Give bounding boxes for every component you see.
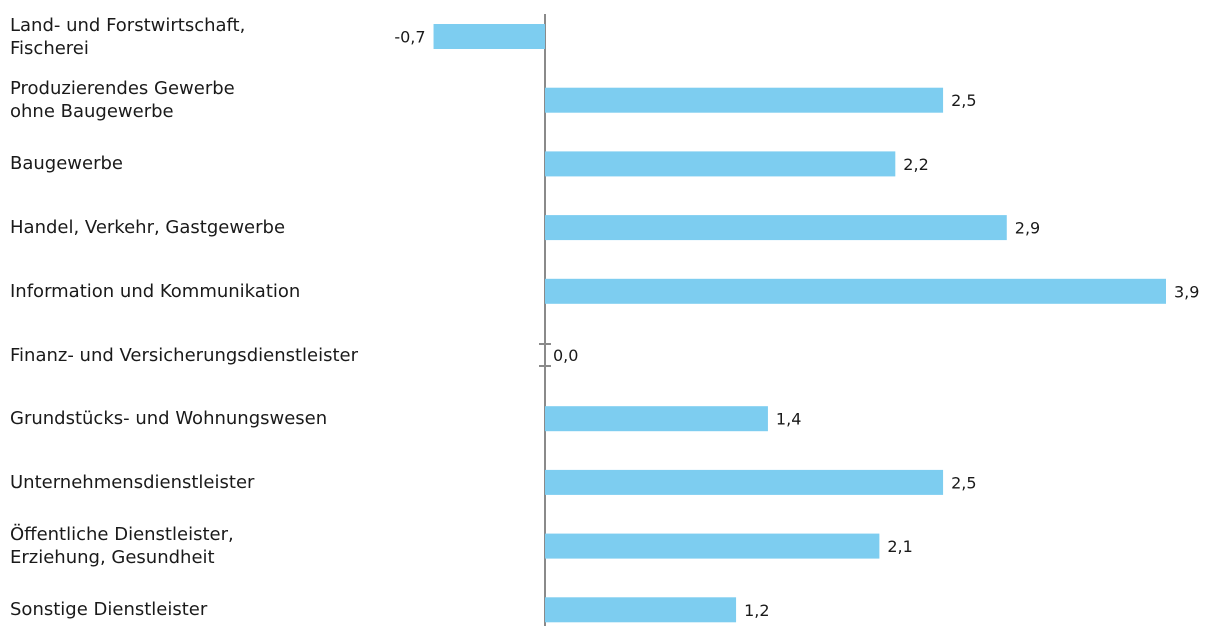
value-label: 2,1 — [887, 537, 912, 556]
category-label: Sonstige Dienstleister — [10, 599, 208, 621]
value-label: 2,2 — [903, 155, 928, 174]
value-label: 2,9 — [1015, 219, 1040, 238]
bar — [545, 406, 768, 432]
value-label: 2,5 — [951, 473, 976, 492]
value-label: 3,9 — [1174, 282, 1199, 301]
value-label: 0,0 — [553, 346, 578, 365]
value-label: 2,5 — [951, 91, 976, 110]
category-label: Öffentliche Dienstleister, Erziehung, Ge… — [10, 524, 234, 569]
bar — [545, 87, 944, 113]
category-label: Finanz- und Versicherungsdienstleister — [10, 344, 359, 366]
category-label: Grundstücks- und Wohnungswesen — [10, 408, 328, 430]
bar — [545, 151, 896, 177]
bar — [545, 278, 1166, 304]
category-label: Unternehmensdienstleister — [10, 471, 255, 493]
bar — [545, 597, 737, 623]
category-label: Land- und Forstwirtschaft, Fischerei — [10, 14, 246, 59]
bar — [545, 533, 880, 559]
value-label: 1,2 — [744, 601, 769, 620]
bar — [545, 469, 944, 495]
category-label: Baugewerbe — [10, 153, 123, 175]
value-label: 1,4 — [776, 410, 801, 429]
category-label: Handel, Verkehr, Gastgewerbe — [10, 217, 286, 239]
bar — [433, 24, 545, 49]
bar — [545, 215, 1007, 241]
category-label: Produzierendes Gewerbe ohne Baugewerbe — [10, 78, 235, 123]
category-label: Information und Kommunikation — [10, 280, 301, 302]
value-label: -0,7 — [394, 28, 425, 47]
